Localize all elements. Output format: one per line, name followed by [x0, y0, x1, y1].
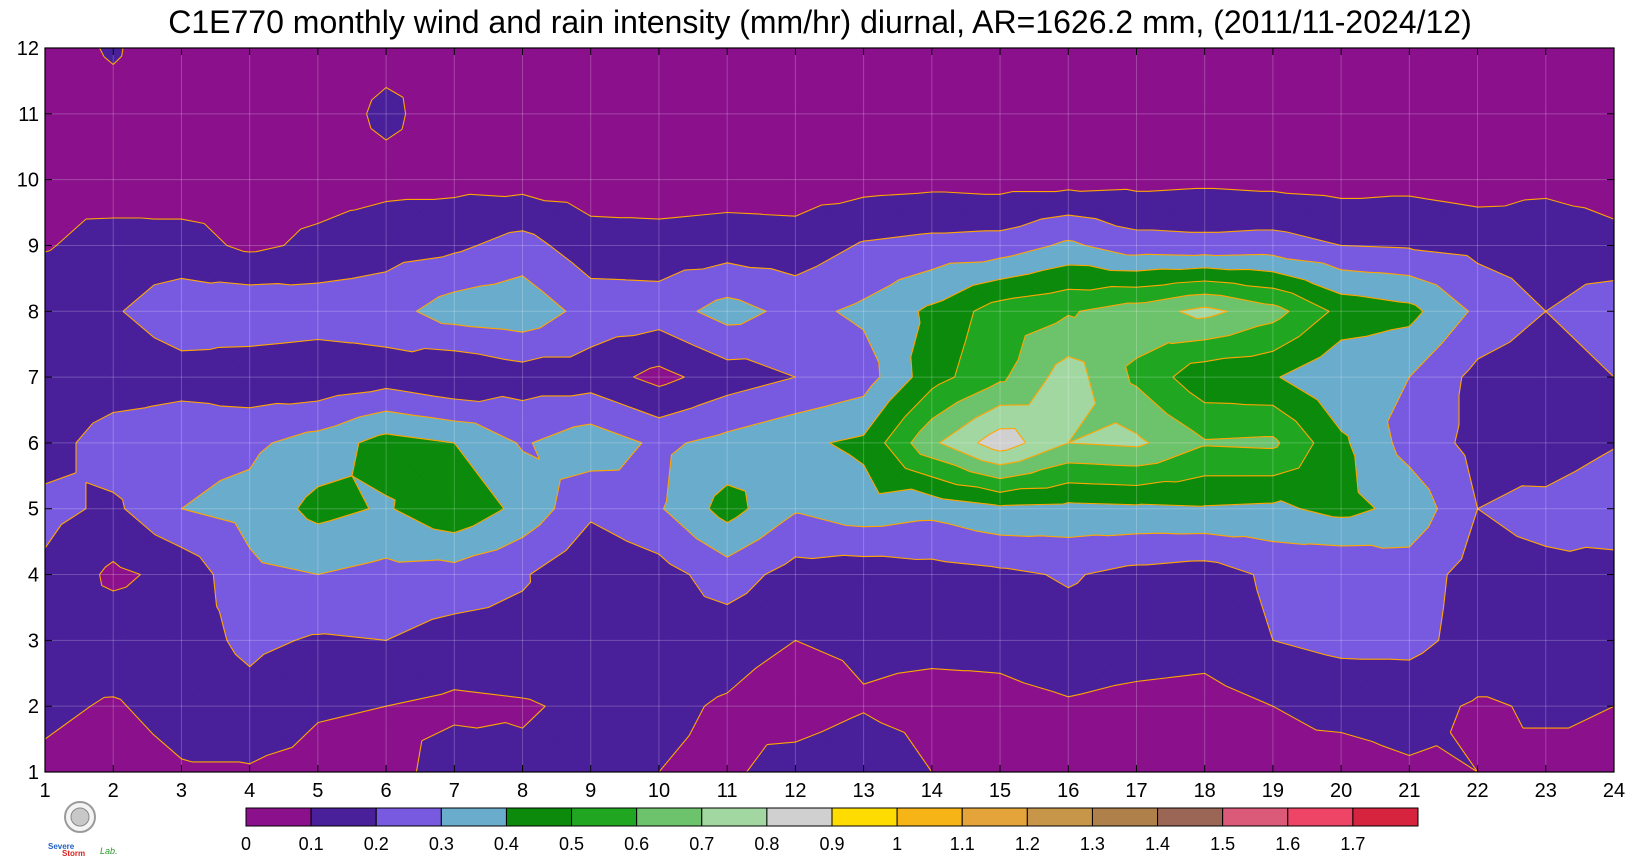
x-tick-label: 23: [1535, 780, 1557, 802]
colorbar-label: 0.6: [624, 834, 649, 854]
colorbar-label: 1.5: [1210, 834, 1235, 854]
y-tick-label: 1: [28, 762, 39, 784]
x-tick-label: 19: [1262, 780, 1284, 802]
x-tick-label: 9: [585, 780, 596, 802]
logo-word-severe: Severe: [48, 842, 75, 851]
colorbar-swatch-0.3: [440, 807, 507, 827]
colorbar-label: 0.8: [754, 834, 779, 854]
x-tick-label: 22: [1466, 780, 1488, 802]
x-tick-label: 6: [381, 780, 392, 802]
y-tick-label: 6: [28, 433, 39, 455]
colorbar-swatch-1.5: [1222, 807, 1289, 827]
colorbar-swatch-1.6: [1287, 807, 1354, 827]
plot-frame: [44, 47, 1615, 773]
contour-line-0.2: [44, 214, 1615, 668]
colorbar-label: 0.2: [364, 834, 389, 854]
logo-word-storm: Storm: [62, 849, 85, 858]
colorbar-label: 0.7: [689, 834, 714, 854]
x-tick-label: 24: [1603, 780, 1625, 802]
contour-line-0.6: [910, 293, 1290, 480]
y-tick-label: 2: [28, 696, 39, 718]
chart-title: C1E770 monthly wind and rain intensity (…: [168, 4, 1472, 40]
colorbar-swatch-0.8: [766, 807, 833, 827]
colorbar-swatch-1: [896, 807, 963, 827]
x-tick-label: 16: [1057, 780, 1079, 802]
x-tick-label: 21: [1398, 780, 1420, 802]
x-tick-label: 5: [312, 780, 323, 802]
x-tick-label: 17: [1125, 780, 1147, 802]
x-tick-label: 10: [648, 780, 670, 802]
colorbar-label: 1.7: [1340, 834, 1365, 854]
colorbar-label: 0.9: [819, 834, 844, 854]
x-tick-label: 4: [244, 780, 255, 802]
logo-word-lab: Lab.: [100, 846, 118, 856]
contour-line-0.8: [976, 427, 1027, 452]
y-tick-label: 11: [18, 104, 39, 126]
x-tick-label: 18: [1194, 780, 1216, 802]
colorbar-swatch-0.4: [505, 807, 573, 827]
colorbar-legend: 0 0.1 0.2 0.3 0.4 0.5 0.6 0.7 0.8 0.9 1 1.1 1.2 1.3 1.…: [241, 807, 1419, 854]
y-tick-label: 10: [17, 170, 39, 192]
x-axis: 1 2 3 4 5 6 7 8 9 10 11 12 13 14 15 16 17 18 19 20 21 22 23 24: [39, 48, 1625, 802]
contour-line-0.3: [181, 239, 1469, 576]
x-tick-label: 13: [852, 780, 874, 802]
colorbar-swatch-0.2: [375, 807, 442, 827]
y-tick-label: 5: [28, 499, 39, 521]
x-tick-label: 2: [108, 780, 119, 802]
colorbar-label: 1.4: [1145, 834, 1170, 854]
y-tick-label: 12: [17, 38, 39, 60]
y-tick-label: 9: [28, 235, 39, 257]
colorbar-label: 0.3: [429, 834, 454, 854]
contour-bands: [44, 47, 1615, 773]
contour-line-0.5: [884, 280, 1330, 493]
x-tick-label: 20: [1330, 780, 1352, 802]
colorbar-swatch-0.1: [310, 807, 377, 827]
contour-line-0.4: [296, 264, 1424, 534]
colorbar-label: 1.2: [1015, 834, 1040, 854]
colorbar-swatch-0: [245, 807, 312, 827]
y-tick-label: 7: [28, 367, 39, 389]
x-tick-label: 11: [717, 780, 738, 802]
x-tick-label: 7: [449, 780, 460, 802]
colorbar-label: 0.5: [559, 834, 584, 854]
colorbar-label: 0: [241, 834, 251, 854]
colorbar-swatch-1.7: [1352, 807, 1419, 827]
x-tick-label: 3: [176, 780, 187, 802]
y-tick-label: 3: [28, 630, 39, 652]
colorbar-label: 1.1: [950, 834, 975, 854]
storm-lab-logo: Severe Storm Lab.: [48, 801, 118, 858]
x-tick-label: 15: [989, 780, 1011, 802]
contour-lines: [44, 47, 1615, 773]
colorbar-swatch-0.7: [701, 807, 768, 827]
y-tick-label: 4: [28, 565, 39, 587]
colorbar-swatch-0.6: [636, 807, 703, 827]
colorbar-swatch-1.1: [961, 807, 1028, 827]
x-tick-label: 8: [517, 780, 528, 802]
colorbar-swatch-0.5: [571, 807, 638, 827]
colorbar-label: 1.3: [1080, 834, 1105, 854]
colorbar-label: 1: [892, 834, 902, 854]
colorbar-swatch-0.9: [831, 807, 898, 827]
colorbar-swatch-1.2: [1026, 807, 1093, 827]
colorbar-label: 1.6: [1275, 834, 1300, 854]
y-tick-label: 8: [28, 301, 39, 323]
contour-line-0.7: [939, 306, 1228, 466]
colorbar-label: 0.4: [494, 834, 519, 854]
colorbar-label: 0.1: [299, 834, 324, 854]
colorbar-swatch-1.3: [1091, 807, 1159, 827]
colorbar-swatch-1.4: [1157, 807, 1224, 827]
x-tick-label: 1: [39, 780, 50, 802]
x-tick-label: 12: [784, 780, 806, 802]
x-tick-label: 14: [921, 780, 943, 802]
